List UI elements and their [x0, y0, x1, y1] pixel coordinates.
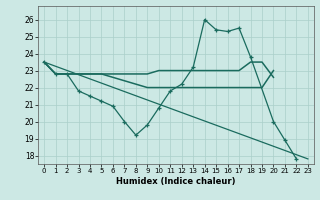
X-axis label: Humidex (Indice chaleur): Humidex (Indice chaleur): [116, 177, 236, 186]
